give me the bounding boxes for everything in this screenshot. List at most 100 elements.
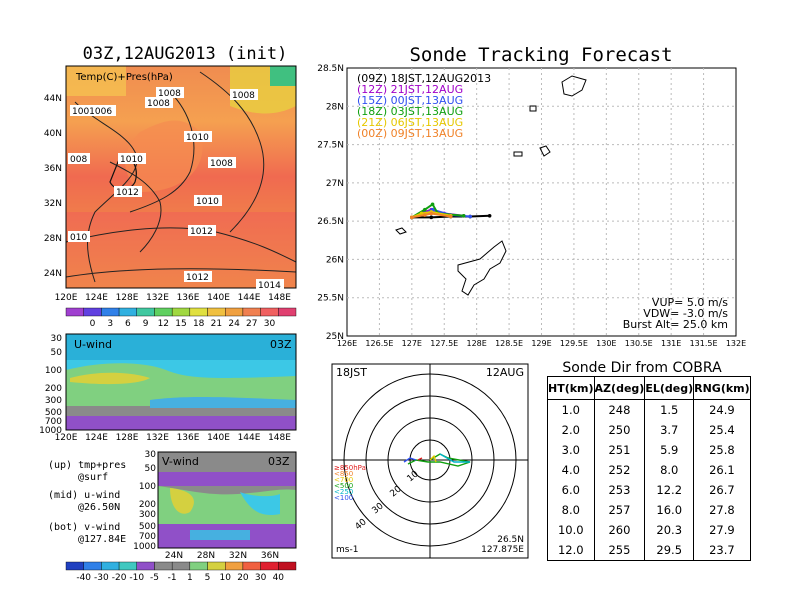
- track-legend-entry: (18Z) 03JST,13AUG: [357, 105, 463, 118]
- pressure-label: 1001006: [72, 107, 112, 117]
- track-legend-entry: (09Z) 18JST,12AUG2013: [357, 72, 491, 85]
- lon-tick-label: 132E: [146, 293, 169, 303]
- track-point: [429, 215, 434, 220]
- lat-tick-label: 24N: [165, 551, 183, 561]
- colorbar-tick: -1: [168, 573, 177, 583]
- lon-tick-label: 140E: [207, 293, 230, 303]
- colorbar-tick: 40: [273, 573, 285, 583]
- colorbar-segment: [207, 561, 226, 571]
- table-cell: 29.5: [644, 540, 695, 561]
- level-label: <700: [334, 476, 353, 484]
- colorbar-segment: [65, 307, 84, 317]
- x-tick-label: 129.5E: [560, 339, 588, 348]
- track-point: [461, 213, 466, 218]
- table-cell: 10.0: [547, 520, 595, 540]
- polar-date: 12AUG: [486, 366, 524, 379]
- lat-tick-label: 36N: [261, 551, 279, 561]
- table-cell: 257: [594, 500, 646, 520]
- colorbar-segment: [242, 307, 261, 317]
- polar-time: 18JST: [336, 366, 367, 379]
- pressure-tick: 300: [139, 510, 156, 520]
- sonde-dir-title: Sonde Dir from COBRA: [562, 360, 722, 376]
- track-legend-entry: (00Z) 09JST,13AUG: [357, 127, 463, 140]
- pressure-label-bg: [256, 279, 284, 290]
- colorbar-segment: [83, 561, 102, 571]
- lat-tick-label: 44N: [44, 94, 62, 104]
- table-cell: 1.0: [547, 399, 595, 420]
- hodograph-line: [439, 453, 470, 463]
- pressure-tick: 200: [45, 384, 62, 394]
- x-tick-label: 128.5E: [495, 339, 523, 348]
- table-row: 3.0 251 5.9 25.8: [547, 440, 751, 460]
- x-tick-label: 132E: [726, 339, 746, 348]
- colorbar-tick: 9: [143, 319, 149, 329]
- v-panel-label: V-wind: [162, 455, 199, 468]
- colorbar-tick: -5: [150, 573, 159, 583]
- table-cell: 8.0: [547, 500, 595, 520]
- lon-tick-label: 144E: [238, 293, 261, 303]
- pressure-label: 1012: [186, 273, 209, 283]
- level-label: <250: [334, 488, 353, 496]
- hodograph-line: [429, 454, 437, 463]
- colorbar-segment: [207, 307, 226, 317]
- y-tick-label: 27.5N: [317, 141, 344, 151]
- x-tick-label: 130E: [596, 339, 616, 348]
- col-header-rng: RNG(km): [693, 376, 751, 400]
- colorbar-tick: 5: [205, 573, 211, 583]
- table-row: 1.0 248 1.5 24.9: [547, 399, 751, 420]
- u-panel-time: 03Z: [270, 338, 292, 351]
- x-tick-label: 131.5E: [690, 339, 718, 348]
- colorbar-segment: [225, 307, 244, 317]
- colorbar-tick: 18: [193, 319, 205, 329]
- hodograph-line: [417, 457, 423, 461]
- table-cell: 27.8: [709, 503, 735, 517]
- colorbar-tick: 30: [255, 573, 267, 583]
- colorbar-segment: [278, 307, 297, 317]
- v-panel-time: 03Z: [268, 455, 290, 468]
- x-tick-label: 130.5E: [625, 339, 653, 348]
- table-cell: 3.0: [547, 440, 595, 460]
- track-legend-entry: (15Z) 00JST,13AUG: [357, 94, 463, 107]
- colorbar-segment: [278, 561, 297, 571]
- colorbar-segment: [136, 307, 155, 317]
- u-panel-label: U-wind: [74, 338, 112, 351]
- pressure-label-bg: [156, 87, 184, 98]
- track-plot-area: [346, 67, 737, 337]
- table-cell: 12.0: [547, 540, 595, 561]
- x-tick-label: 128E: [467, 339, 487, 348]
- main-title: 03Z,12AUG2013 (init): [82, 44, 288, 64]
- polar-lon: 127.875E: [481, 545, 524, 555]
- pressure-tick: 1000: [39, 426, 62, 436]
- surface-panel-label: Temp(C)+Pres(hPa): [75, 72, 173, 83]
- island: [561, 75, 587, 97]
- colorbar-tick: 21: [211, 319, 222, 329]
- pressure-label-bg: [194, 195, 222, 206]
- lat-tick-label: 36N: [44, 164, 62, 174]
- pressure-label: 010: [70, 233, 87, 243]
- colorbar-segment: [242, 561, 261, 571]
- wind-colorbar: -40 -30 -20 -10 -5 -1 1 5 10 20 30 40: [65, 561, 297, 583]
- table-cell: 1.5: [644, 399, 695, 420]
- track-series-line: [411, 212, 451, 219]
- table-row: 10.0 260 20.3 27.9: [547, 520, 751, 540]
- colorbar-segment: [260, 307, 279, 317]
- track-point: [423, 213, 427, 217]
- note-bot: (bot) v-wind @127.84E: [48, 522, 127, 545]
- level-label: <500: [334, 482, 353, 490]
- lon-tick-label: 144E: [238, 433, 261, 440]
- y-tick-label: 28N: [326, 102, 344, 112]
- pressure-label: 1008: [232, 91, 255, 101]
- pressure-label-bg: [68, 153, 90, 164]
- pressure-label: 1008: [147, 99, 170, 109]
- colorbar-tick: 30: [264, 319, 276, 329]
- colorbar-segment: [136, 561, 155, 571]
- island: [529, 105, 537, 112]
- table-cell: 252: [594, 460, 646, 480]
- colorbar-tick: -20: [112, 573, 127, 583]
- table-cell: 260: [594, 520, 646, 540]
- table-header-row: HT(km) AZ(deg) EL(deg) RNG(km): [547, 376, 751, 400]
- table-row: 12.0 255 29.5 23.7: [547, 540, 751, 561]
- colorbar-segment: [101, 561, 120, 571]
- pressure-tick: 300: [45, 396, 62, 406]
- colorbar-segment: [189, 307, 208, 317]
